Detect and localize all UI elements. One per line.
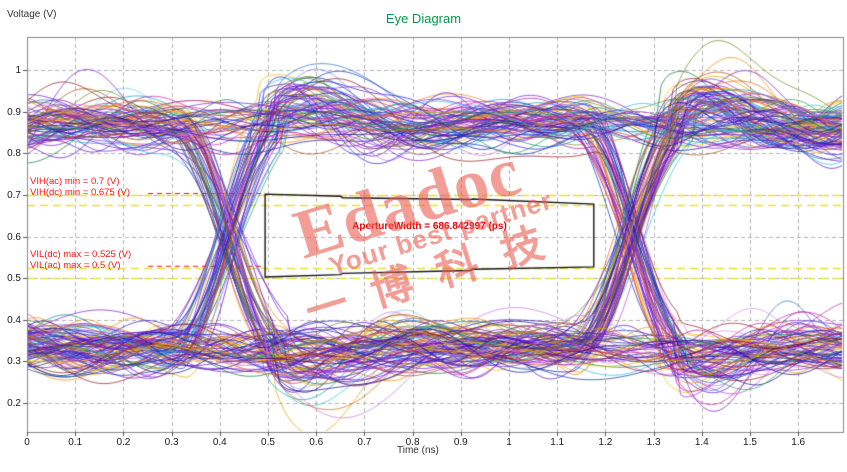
y-tick-label: 0.8 xyxy=(7,148,21,160)
x-tick-label: 1.1 xyxy=(550,437,565,448)
x-tick-label: 1.3 xyxy=(646,437,661,448)
y-tick-label: 0.5 xyxy=(7,273,21,285)
x-tick-label: 1.6 xyxy=(791,437,806,448)
reference-label: VIL(dc) max = 0.525 (V) xyxy=(30,248,132,260)
reference-label: VIL(ac) max = 0.5 (V) xyxy=(30,259,121,271)
y-tick-label: 0.6 xyxy=(7,231,21,243)
x-tick-label: 0.8 xyxy=(405,437,420,448)
aperture-width-label: ApertureWidth = 686.842997 (ps) xyxy=(352,221,507,232)
x-tick-label: 0.4 xyxy=(212,437,227,448)
reference-label: VIH(dc) min = 0.675 (V) xyxy=(30,187,131,198)
x-tick-label: 1.2 xyxy=(598,437,613,448)
chart-title: Eye Diagram xyxy=(385,11,462,26)
x-tick-label: 1.5 xyxy=(743,437,757,448)
y-tick-label: 0.9 xyxy=(7,106,21,118)
y-tick-label: 1 xyxy=(15,65,21,77)
x-tick-label: 0.5 xyxy=(261,437,275,448)
y-tick-label: 0.4 xyxy=(7,314,21,326)
y-tick-label: 0.7 xyxy=(7,190,21,201)
x-tick-label: 0.9 xyxy=(453,437,468,448)
x-tick-label: 0.7 xyxy=(357,437,372,448)
x-tick-label: 1.4 xyxy=(694,437,709,448)
y-tick-label: 0.3 xyxy=(7,356,21,368)
reference-label: VIH(ac) min = 0.7 (V) xyxy=(30,176,120,187)
y-tick-label: 0.2 xyxy=(7,397,21,409)
y-axis-title: Voltage (V) xyxy=(7,9,57,20)
x-tick-label: 0.1 xyxy=(68,437,83,448)
x-tick-label: 0.6 xyxy=(309,437,324,448)
x-tick-label: 0.3 xyxy=(164,437,179,448)
x-tick-label: 0.2 xyxy=(116,437,131,448)
x-axis-title: Time (ns) xyxy=(397,445,439,456)
x-tick-label: 1 xyxy=(506,437,512,448)
x-tick-label: 0 xyxy=(24,437,30,448)
